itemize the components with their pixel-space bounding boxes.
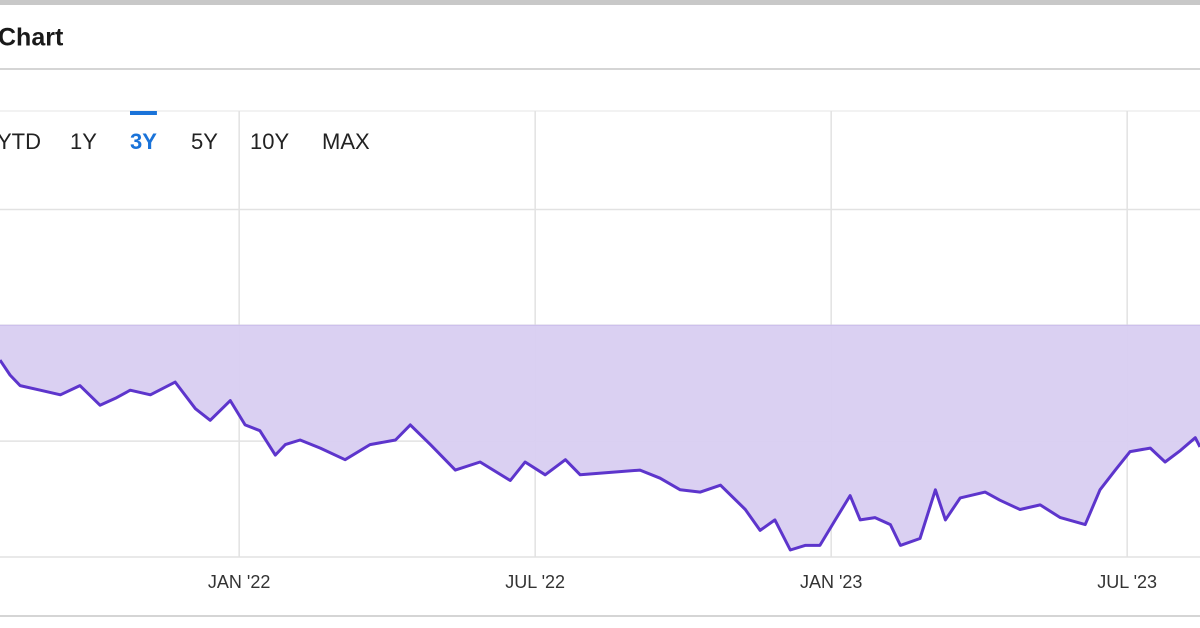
top-bar bbox=[0, 0, 1200, 5]
plot-area: JAN '22 JUL '22 JAN '23 JUL '23 bbox=[0, 111, 1200, 592]
range-button[interactable]: 1Y bbox=[70, 129, 97, 154]
range-button[interactable]: 3Y bbox=[130, 129, 157, 154]
range-button[interactable]: 10Y bbox=[250, 129, 289, 154]
widget-title: Chart bbox=[0, 24, 64, 52]
x-tick-label: JUL '23 bbox=[1097, 572, 1157, 592]
range-selector: YTD 1Y 3Y 5Y 10Y MAX bbox=[0, 111, 370, 154]
series-line bbox=[0, 359, 1200, 552]
x-tick-label: JUL '22 bbox=[505, 572, 565, 592]
range-button[interactable]: YTD bbox=[0, 129, 41, 154]
x-tick-label: JAN '22 bbox=[208, 572, 270, 592]
x-tick-label: JAN '23 bbox=[800, 572, 862, 592]
range-button[interactable]: MAX bbox=[322, 129, 370, 154]
area-fill bbox=[0, 325, 1200, 550]
active-indicator bbox=[130, 111, 157, 115]
range-button[interactable]: 5Y bbox=[191, 129, 218, 154]
